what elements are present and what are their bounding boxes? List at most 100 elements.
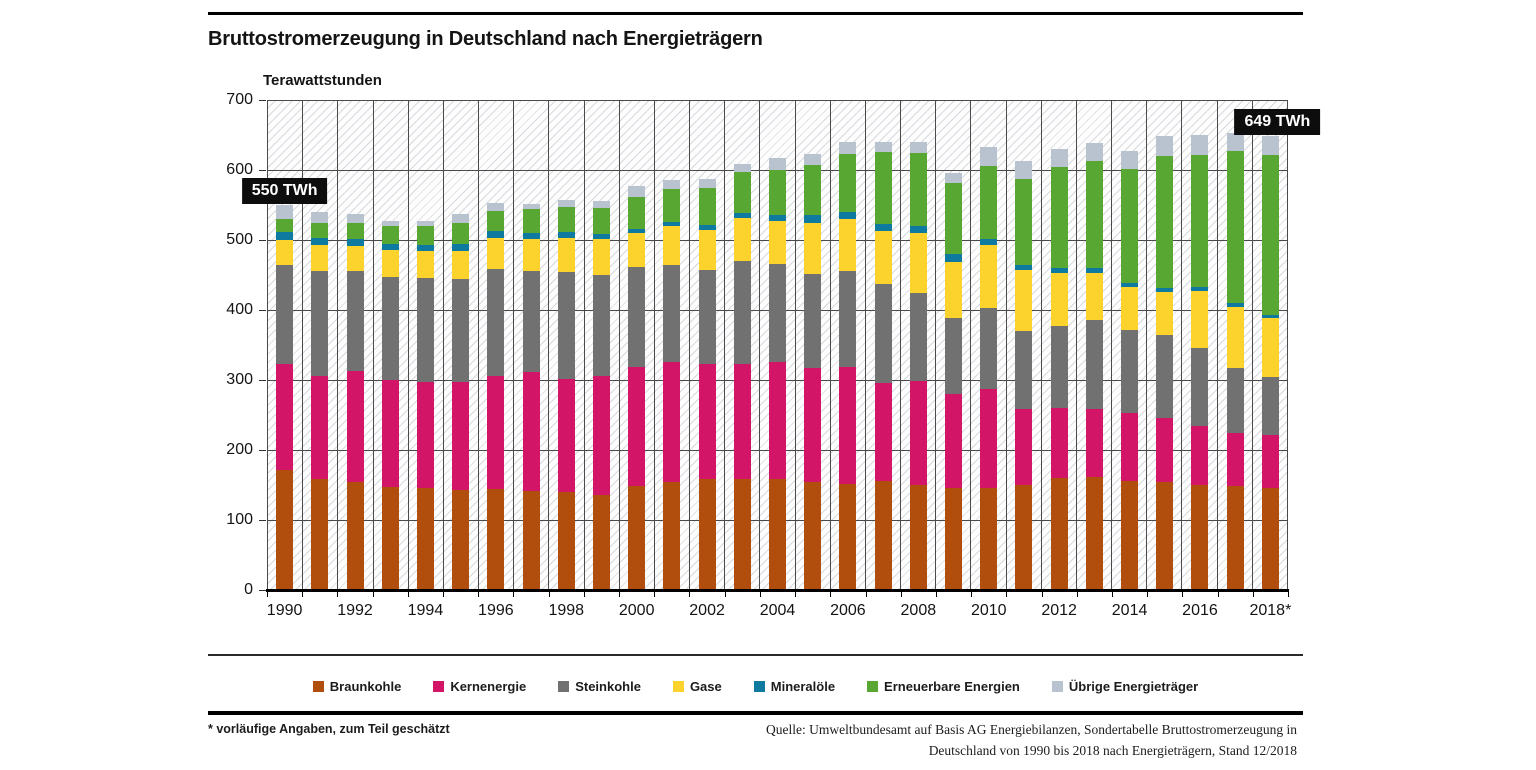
bar-2004 [769, 157, 786, 590]
legend-swatch--brige-energietr-ger [1051, 680, 1063, 692]
bar-2006-segment-kernenergie [839, 367, 857, 485]
column-cell [409, 100, 444, 590]
bar-2004-segment-mineral-le [769, 214, 786, 221]
bar-1993-segment-steinkohle [381, 276, 399, 380]
bar-2007-segment--brige-energietr-ger [874, 141, 892, 152]
bar-2001-segment-steinkohle [663, 264, 681, 362]
bar-2010-segment-mineral-le [980, 239, 998, 246]
bar-1991-segment-braunkohle [311, 479, 329, 590]
bar-2006-segment-gase [839, 219, 857, 271]
bar-1990-segment-mineral-le [276, 232, 294, 240]
bar-1996 [487, 202, 505, 590]
column-cell [655, 100, 691, 590]
bar-1996-segment-gase [487, 237, 505, 270]
bar-1999-segment-braunkohle [592, 494, 610, 590]
bar-2004-segment--brige-energietr-ger [769, 157, 786, 170]
bar-1990 [276, 205, 294, 590]
bar-1993-segment-kernenergie [381, 379, 399, 488]
bar-2004-segment-braunkohle [769, 479, 786, 590]
bar-2018-segment--brige-energietr-ger [1261, 135, 1279, 155]
bar-2000-segment-mineral-le [628, 228, 646, 233]
bar-1998 [557, 200, 575, 590]
column-cell [936, 100, 972, 590]
y-tick-mark [259, 380, 266, 381]
x-tick-label-2006: 2006 [830, 602, 866, 619]
bar-2006-segment-erneuerbare-energien [839, 153, 857, 212]
bar-1993 [381, 220, 399, 590]
bar-2003-segment-kernenergie [733, 363, 751, 480]
bar-2001-segment-erneuerbare-energien [663, 189, 681, 222]
bar-2008-segment-gase [909, 232, 927, 294]
x-tick-mark [724, 591, 726, 597]
column-cell [585, 100, 620, 590]
column-cell [866, 100, 902, 590]
bar-2007-segment-kernenergie [874, 383, 892, 482]
bar-2002-segment-mineral-le [698, 225, 716, 231]
bar-1994 [416, 220, 434, 590]
bar-2006-segment--brige-energietr-ger [839, 142, 857, 154]
bar-2007-segment-erneuerbare-energien [874, 151, 892, 224]
x-tick-mark [1288, 591, 1289, 597]
bar-2001 [663, 179, 681, 590]
x-tick-mark [267, 591, 268, 597]
x-tick-label-2018-: 2018* [1249, 602, 1292, 619]
x-tick-mark [1006, 591, 1008, 597]
bar-1997-segment-gase [522, 238, 540, 272]
bar-1998-segment--brige-energietr-ger [557, 200, 575, 207]
bar-1994-segment-kernenergie [416, 381, 434, 488]
y-tick-label: 500 [226, 231, 253, 248]
bar-2000-segment--brige-energietr-ger [628, 186, 646, 198]
bar-1995-segment-braunkohle [452, 490, 470, 590]
bar-2000-segment-braunkohle [628, 486, 646, 590]
column-cell [268, 100, 304, 590]
x-tick-label-2016: 2016 [1182, 602, 1218, 619]
legend-swatch-mineral-le [753, 680, 765, 692]
bar-2017-segment--brige-energietr-ger [1226, 132, 1244, 152]
y-tick-label: 0 [244, 581, 253, 598]
bar-1991-segment-erneuerbare-energien [311, 223, 329, 238]
bar-2005-segment-gase [804, 223, 822, 275]
bar-2016-segment-gase [1191, 290, 1209, 348]
x-tick-label-1992: 1992 [337, 602, 373, 619]
legend-label-erneuerbare-energien: Erneuerbare Energien [884, 678, 1020, 694]
bar-2017-segment-kernenergie [1226, 432, 1244, 487]
column-cell [338, 100, 374, 590]
bar-2003-segment-erneuerbare-energien [733, 171, 751, 213]
bar-1999-segment--brige-energietr-ger [592, 200, 610, 208]
bar-1995-segment-gase [452, 250, 470, 280]
bar-2015-segment-erneuerbare-energien [1156, 156, 1174, 288]
bar-2011-segment-gase [1015, 270, 1033, 331]
bar-2013-segment--brige-energietr-ger [1085, 142, 1103, 162]
bar-2000-segment-erneuerbare-energien [628, 197, 646, 229]
bar-2016-segment--brige-energietr-ger [1191, 134, 1209, 155]
bar-1995-segment-mineral-le [452, 244, 470, 251]
bar-1999-segment-kernenergie [592, 375, 610, 495]
bar-1997-segment-erneuerbare-energien [522, 209, 540, 233]
legend-label-kernenergie: Kernenergie [450, 678, 527, 694]
bar-2001-segment--brige-energietr-ger [663, 179, 681, 189]
bar-2015-segment-mineral-le [1156, 287, 1174, 292]
column-cell [1042, 100, 1077, 590]
bar-2004-segment-kernenergie [769, 362, 786, 480]
x-tick-mark [689, 591, 691, 597]
bar-2016-segment-steinkohle [1191, 347, 1209, 427]
bar-2006-segment-mineral-le [839, 211, 857, 220]
bar-2010 [980, 146, 998, 590]
bar-2011-segment-steinkohle [1015, 330, 1033, 410]
bar-2003-segment-steinkohle [733, 261, 751, 364]
legend-swatch-kernenergie [433, 680, 445, 692]
x-tick-mark [583, 591, 585, 597]
bar-2008 [909, 141, 927, 590]
legend-item-erneuerbare-energien: Erneuerbare Energien [867, 679, 1020, 694]
bar-2001-segment-braunkohle [663, 481, 681, 590]
legend-item-braunkohle: Braunkohle [312, 679, 401, 694]
y-tick-mark [259, 240, 266, 241]
footnote: * vorläufige Angaben, zum Teil geschätzt [208, 722, 450, 736]
x-axis-line [266, 589, 1289, 592]
bar-2016-segment-erneuerbare-energien [1191, 154, 1209, 287]
bar-1991 [311, 211, 329, 590]
bar-2018-segment-erneuerbare-energien [1261, 154, 1279, 315]
bar-2005-segment-kernenergie [804, 368, 822, 483]
bar-1993-segment-erneuerbare-energien [381, 226, 399, 244]
bar-2012-segment-gase [1050, 272, 1068, 327]
